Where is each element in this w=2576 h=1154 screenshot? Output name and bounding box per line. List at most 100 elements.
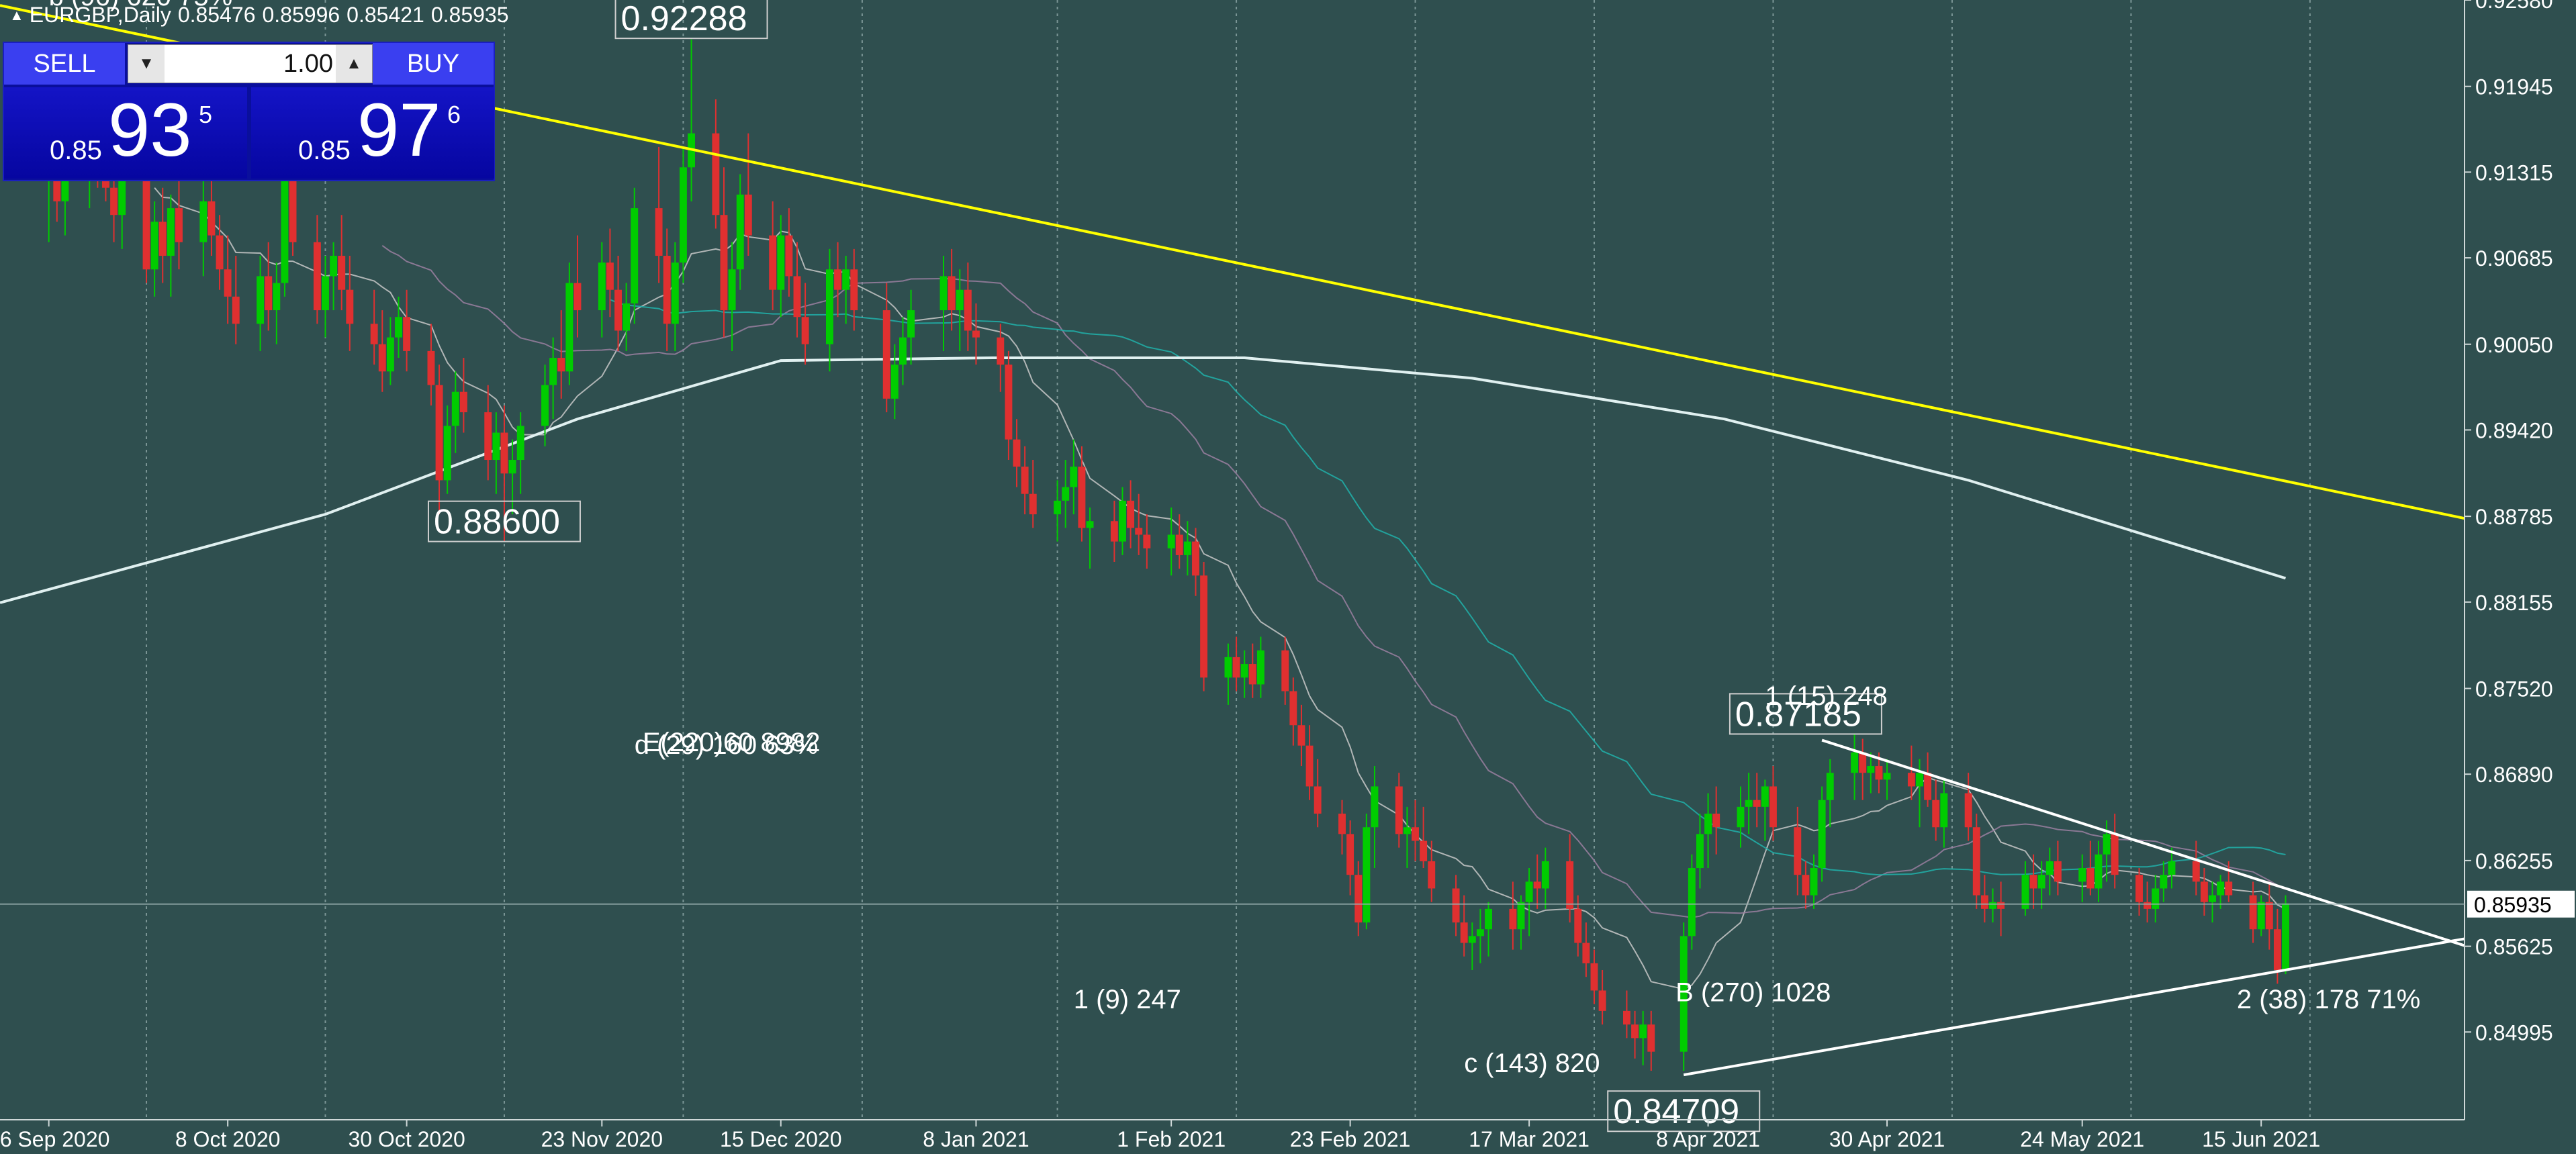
moving-averages	[0, 187, 2287, 990]
candle	[1460, 895, 1468, 957]
candle-body	[516, 426, 524, 461]
quantity-stepper[interactable]: ▼ 1.00 ▲	[128, 44, 373, 83]
candle-body	[273, 283, 281, 311]
candle	[1688, 854, 1696, 950]
candle	[1964, 773, 1972, 841]
buy-button[interactable]: BUY	[373, 43, 494, 85]
wave-annotation: E(220)60 8982	[643, 728, 821, 757]
candle-body	[459, 391, 467, 413]
candle	[1712, 786, 1720, 855]
candle	[1143, 514, 1151, 569]
candle-body	[1509, 908, 1517, 930]
candle	[1200, 562, 1208, 691]
sell-price-box[interactable]: 0.85 93 5	[4, 87, 247, 179]
candle-body	[1338, 813, 1346, 834]
candle-body	[1818, 800, 1826, 869]
price-label: 0.84709	[1607, 1090, 1761, 1133]
candle-body	[1964, 793, 1972, 828]
candle-body	[1745, 800, 1753, 807]
sell-price-prefix: 0.85	[50, 136, 102, 165]
candle-body	[2273, 929, 2281, 971]
price-label-text: 0.88600	[434, 503, 560, 542]
candle	[1761, 779, 1769, 841]
x-tick-label: 16 Sep 2020	[0, 1127, 109, 1151]
candle	[378, 310, 386, 392]
candle-body	[484, 412, 492, 461]
candle-body	[1997, 902, 2005, 909]
candle-body	[492, 432, 500, 461]
candle	[403, 289, 411, 372]
candle-body	[1851, 752, 1859, 773]
candle-body	[1110, 521, 1118, 542]
candle	[1590, 949, 1598, 1004]
candle	[850, 248, 858, 331]
candle-body	[728, 269, 736, 311]
candle	[2192, 840, 2200, 896]
candle	[2144, 881, 2152, 923]
candle-body	[403, 317, 411, 351]
candle	[2282, 895, 2289, 975]
candle-body	[793, 276, 801, 318]
increase-quantity-arrow-icon[interactable]: ▲	[336, 45, 372, 83]
candle-body	[598, 262, 606, 311]
low-value: 0.85421	[347, 3, 424, 27]
candle	[257, 256, 265, 351]
wave-annotation: c (143) 820	[1464, 1049, 1600, 1078]
candle-body	[1566, 861, 1574, 909]
candle	[2029, 854, 2037, 909]
buy-price-box[interactable]: 0.85 97 6	[251, 87, 494, 179]
candle	[1769, 766, 1777, 841]
decrease-quantity-arrow-icon[interactable]: ▼	[128, 45, 165, 83]
candle-body	[907, 310, 915, 338]
open-value: 0.85476	[177, 3, 256, 27]
candle-body	[1972, 827, 1980, 896]
candle-body	[2265, 902, 2273, 930]
candle-body	[785, 235, 793, 277]
wave-annotation: b (96) 620 75%	[49, 0, 233, 11]
candle	[1420, 806, 1428, 869]
price-label-text: 0.84709	[1613, 1092, 1739, 1131]
sell-price-pipette: 5	[199, 101, 213, 128]
quantity-input[interactable]: 1.00	[283, 50, 333, 78]
candle	[2209, 881, 2216, 923]
wave-annotation: d (29) 160 63%	[635, 730, 819, 760]
candle	[736, 174, 744, 290]
candle-body	[736, 194, 744, 270]
candle	[2265, 881, 2273, 950]
ma-medium-line	[381, 244, 2286, 918]
sell-button[interactable]: SELL	[4, 43, 125, 85]
candle	[1622, 990, 1630, 1039]
candle-body	[801, 317, 809, 344]
candle-body	[2086, 868, 2095, 889]
candle-body	[1883, 773, 1891, 780]
candle-body	[2282, 903, 2289, 971]
x-tick-label: 1 Feb 2021	[1117, 1127, 1226, 1151]
candle-body	[720, 215, 728, 311]
candle-body	[2249, 895, 2257, 930]
candle	[606, 228, 614, 318]
candle-body	[1281, 650, 1289, 691]
candle-body	[386, 337, 394, 372]
collapse-triangle-icon[interactable]: ▲	[9, 7, 24, 23]
candle	[1566, 834, 1574, 923]
candle	[1346, 820, 1354, 896]
candle-body	[289, 174, 297, 242]
candle	[1240, 650, 1248, 698]
y-tick-label: 0.89420	[2475, 418, 2553, 442]
candle-body	[1476, 929, 1484, 936]
candle	[655, 146, 663, 283]
candle	[516, 412, 524, 494]
x-tick-label: 23 Nov 2020	[541, 1127, 663, 1151]
candle-body	[1598, 990, 1606, 1011]
candle	[395, 296, 402, 358]
candle-body	[443, 426, 451, 481]
candle-body	[1622, 1010, 1630, 1025]
candle-body	[1533, 881, 1541, 889]
candle	[1021, 446, 1029, 515]
candle	[793, 242, 801, 338]
candle-body	[2168, 861, 2176, 875]
candle-body	[1590, 963, 1598, 991]
candle	[907, 289, 915, 365]
candle-body	[1232, 657, 1240, 678]
